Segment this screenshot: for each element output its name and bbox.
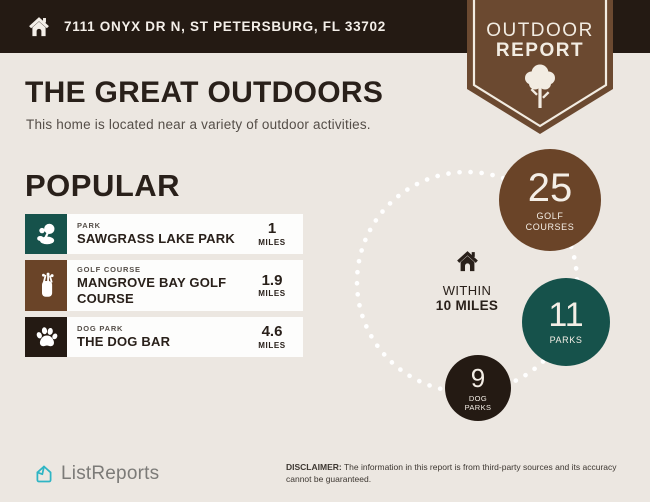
distance: 1 MILES <box>245 214 303 254</box>
distance-unit: MILES <box>258 237 286 247</box>
disclaimer-label: DISCLAIMER: <box>286 462 342 472</box>
stat-label: DOG PARKS <box>464 393 492 412</box>
park-icon <box>25 214 67 254</box>
disclaimer: DISCLAIMER: The information in this repo… <box>286 462 640 486</box>
disclaimer-text: The information in this report is from t… <box>286 462 617 484</box>
outdoor-report-badge: OUTDOOR REPORT <box>466 0 614 136</box>
list-item-dog-park: DOG PARK THE DOG BAR 4.6 MILES <box>25 317 303 358</box>
radius-center-label: WITHIN 10 MILES <box>417 250 517 313</box>
distance: 1.9 MILES <box>245 260 303 311</box>
badge-title-line1: OUTDOOR <box>486 20 594 41</box>
list-item-park: PARK SAWGRASS LAKE PARK 1 MILES <box>25 214 303 254</box>
house-icon <box>455 251 480 277</box>
list-item-golf-course: GOLF COURSE MANGROVE BAY GOLF COURSE 1.9… <box>25 260 303 312</box>
stat-value: 11 <box>548 296 584 335</box>
golf-bag-icon <box>25 260 67 312</box>
place-name: THE DOG BAR <box>77 334 171 350</box>
place-name: MANGROVE BAY GOLF COURSE <box>77 275 227 306</box>
page-subtitle: This home is located near a variety of o… <box>26 117 371 132</box>
page-title: THE GREAT OUTDOORS <box>25 76 384 109</box>
house-icon <box>27 16 51 38</box>
stat-dog-parks: 9 DOG PARKS <box>445 355 511 421</box>
distance: 4.6 MILES <box>245 317 303 357</box>
stat-value: 25 <box>527 165 573 210</box>
tree-icon <box>518 62 562 114</box>
stat-golf-courses: 25 GOLF COURSES <box>499 149 601 251</box>
popular-heading: POPULAR <box>25 168 181 203</box>
listreports-logo: ListReports <box>33 463 159 485</box>
property-address: 7111 ONYX DR N, ST PETERSBURG, FL 33702 <box>64 19 386 34</box>
category-label: PARK <box>77 221 101 231</box>
category-label: GOLF COURSE <box>77 265 141 274</box>
distance-value: 1 <box>267 220 277 238</box>
listreports-house-icon <box>36 465 52 483</box>
paw-icon <box>25 317 67 358</box>
list-item-text: PARK SAWGRASS LAKE PARK <box>67 214 245 254</box>
stat-label: GOLF COURSES <box>525 210 575 232</box>
popular-list: PARK SAWGRASS LAKE PARK 1 MILES <box>25 214 303 363</box>
list-item-text: DOG PARK THE DOG BAR <box>67 317 245 357</box>
distance-unit: MILES <box>258 340 286 350</box>
list-item-text: GOLF COURSE MANGROVE BAY GOLF COURSE <box>67 260 245 311</box>
distance-value: 1.9 <box>261 271 283 289</box>
distance-value: 4.6 <box>261 323 283 341</box>
stat-label: PARKS <box>549 335 583 346</box>
within-distance: 10 MILES <box>435 298 499 313</box>
brand-name: ListReports <box>61 463 160 484</box>
place-name: SAWGRASS LAKE PARK <box>77 231 235 247</box>
stat-parks: 11 PARKS <box>522 278 610 366</box>
stat-value: 9 <box>470 362 486 393</box>
category-label: DOG PARK <box>77 324 124 334</box>
badge-title-line2: REPORT <box>495 40 585 61</box>
within-label: WITHIN <box>442 283 492 298</box>
distance-unit: MILES <box>258 289 286 299</box>
